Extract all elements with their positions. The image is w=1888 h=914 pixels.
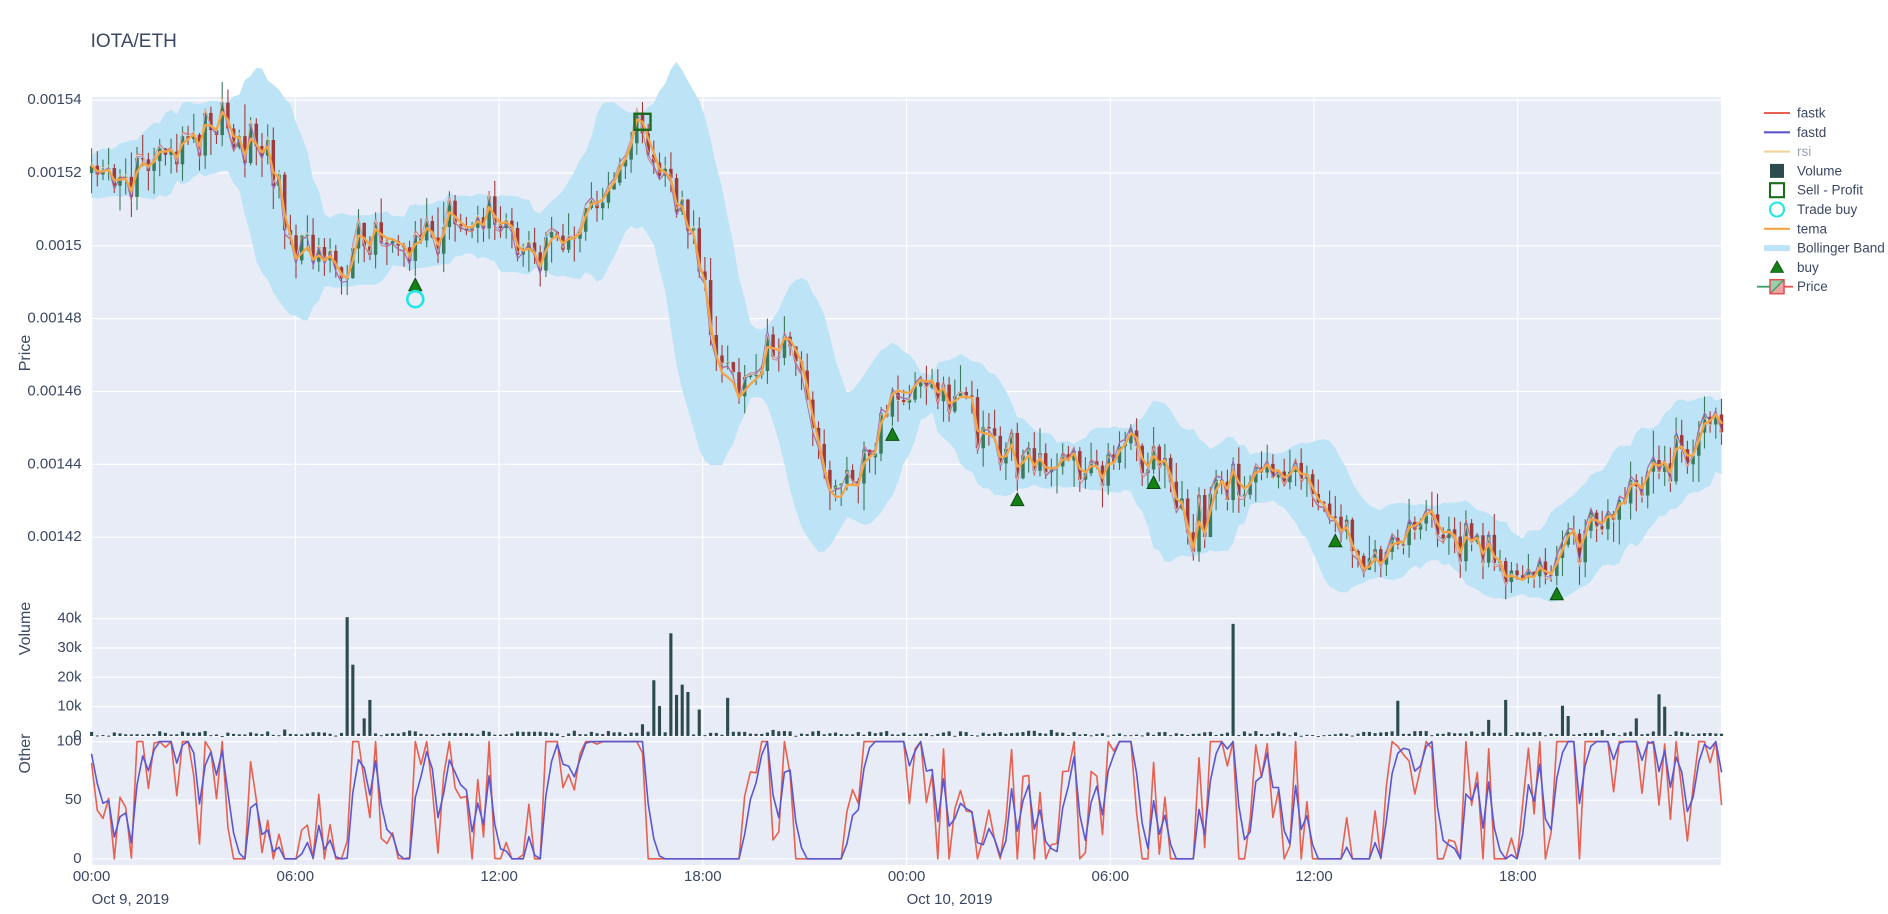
svg-text:0.00142: 0.00142 xyxy=(27,528,81,545)
svg-text:fastd: fastd xyxy=(1797,125,1826,140)
svg-text:Other: Other xyxy=(17,733,34,774)
svg-text:18:00: 18:00 xyxy=(684,868,722,885)
svg-text:06:00: 06:00 xyxy=(277,868,315,885)
svg-text:12:00: 12:00 xyxy=(1295,868,1333,885)
svg-text:Oct 10, 2019: Oct 10, 2019 xyxy=(907,891,993,908)
svg-text:06:00: 06:00 xyxy=(1092,868,1130,885)
svg-text:40k: 40k xyxy=(57,610,82,627)
svg-text:Price: Price xyxy=(17,335,34,372)
svg-text:12:00: 12:00 xyxy=(480,868,518,885)
svg-text:fastk: fastk xyxy=(1797,106,1826,121)
svg-text:10k: 10k xyxy=(57,698,82,715)
svg-text:0.00146: 0.00146 xyxy=(27,383,81,400)
svg-text:0.00148: 0.00148 xyxy=(27,310,81,327)
svg-text:00:00: 00:00 xyxy=(888,868,926,885)
svg-text:0: 0 xyxy=(73,850,81,867)
svg-text:0.00144: 0.00144 xyxy=(27,455,81,472)
svg-text:Oct 9, 2019: Oct 9, 2019 xyxy=(92,891,170,908)
svg-text:rsi: rsi xyxy=(1797,144,1811,159)
svg-text:Price: Price xyxy=(1797,279,1828,294)
svg-text:0.0015: 0.0015 xyxy=(36,237,82,254)
svg-text:Volume: Volume xyxy=(1797,163,1842,178)
svg-text:100: 100 xyxy=(57,733,82,750)
svg-text:20k: 20k xyxy=(57,668,82,685)
svg-text:Bollinger Band: Bollinger Band xyxy=(1797,241,1885,256)
svg-text:50: 50 xyxy=(65,791,82,808)
svg-text:tema: tema xyxy=(1797,221,1828,236)
svg-text:Trade buy: Trade buy xyxy=(1797,202,1858,217)
svg-text:buy: buy xyxy=(1797,260,1819,275)
svg-text:0.00154: 0.00154 xyxy=(27,91,81,108)
svg-text:Volume: Volume xyxy=(17,602,34,655)
svg-text:18:00: 18:00 xyxy=(1499,868,1537,885)
svg-text:Sell - Profit: Sell - Profit xyxy=(1797,183,1863,198)
svg-text:00:00: 00:00 xyxy=(73,868,111,885)
svg-text:30k: 30k xyxy=(57,639,82,656)
svg-text:0.00152: 0.00152 xyxy=(27,164,81,181)
svg-text:IOTA/ETH: IOTA/ETH xyxy=(91,31,177,52)
